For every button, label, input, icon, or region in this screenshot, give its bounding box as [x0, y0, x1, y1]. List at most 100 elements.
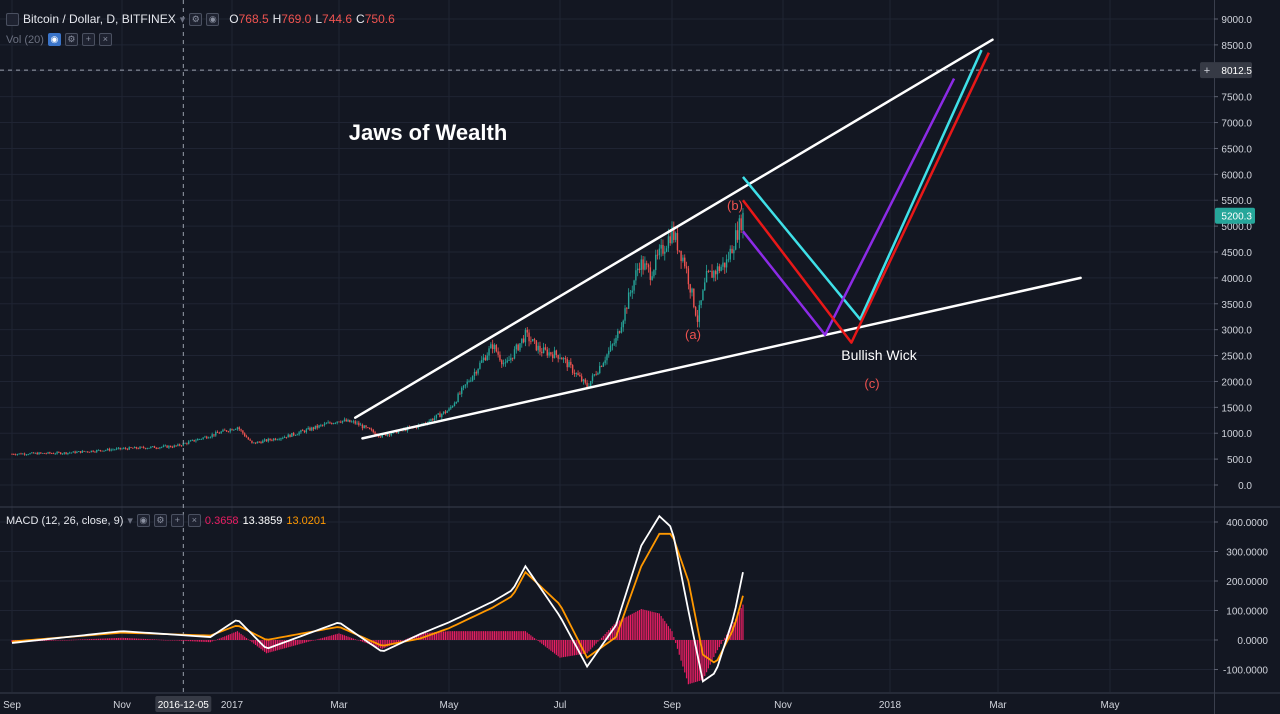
candle-body — [159, 447, 161, 449]
macd-histogram-bar — [570, 640, 572, 656]
chart-annotation-title: Jaws of Wealth — [349, 120, 508, 145]
candle-body — [471, 376, 474, 381]
macd-histogram-bar — [88, 639, 91, 640]
collapse-icon[interactable] — [6, 12, 19, 26]
macd-histogram-bar — [285, 640, 288, 648]
eye-icon[interactable]: ◉ — [136, 514, 150, 527]
price-axis-label: 2000.0 — [1221, 377, 1252, 388]
add-icon[interactable]: + — [170, 514, 184, 527]
candle-body — [151, 446, 154, 448]
candle-body — [251, 440, 253, 443]
close-icon[interactable]: × — [187, 514, 201, 527]
price-axis-label: 2500.0 — [1221, 352, 1252, 363]
macd-histogram-bar — [472, 631, 474, 640]
candle-body — [550, 352, 552, 355]
candle-body — [78, 451, 80, 452]
candle-body — [243, 433, 246, 437]
macd-histogram-bar — [323, 637, 326, 640]
settings-icon[interactable]: ⚙ — [189, 12, 203, 26]
macd-histogram-bar — [510, 631, 512, 640]
macd-histogram-bar — [642, 609, 644, 640]
candle-body — [224, 429, 226, 431]
candle-body — [363, 425, 365, 429]
candle-body — [150, 446, 152, 448]
macd-histogram-bar — [78, 639, 80, 641]
candle-body — [448, 408, 450, 411]
eye-icon[interactable]: ◉ — [47, 33, 61, 46]
candle-body — [716, 266, 719, 275]
candle-body — [79, 451, 82, 453]
candle-body — [123, 448, 125, 449]
macd-histogram-bar — [671, 631, 673, 640]
candle-body — [658, 248, 661, 255]
macd-histogram-bar — [211, 640, 213, 642]
candle-body — [110, 449, 112, 451]
macd-histogram-bar — [470, 631, 472, 640]
candle-body — [169, 445, 172, 448]
add-icon[interactable]: + — [81, 33, 95, 46]
candle-body — [597, 373, 599, 375]
macd-histogram-value: 0.3658 — [204, 514, 239, 527]
macd-histogram-bar — [735, 618, 737, 640]
macd-label[interactable]: MACD (12, 26, close, 9) — [6, 514, 124, 527]
macd-histogram-bar — [253, 640, 255, 644]
macd-histogram-bar — [513, 631, 516, 640]
macd-histogram-bar — [493, 631, 496, 640]
visibility-icon[interactable]: ◉ — [206, 12, 220, 26]
macd-histogram-bar — [215, 640, 217, 641]
candle-body — [626, 308, 628, 309]
macd-histogram-bar — [171, 640, 174, 641]
time-axis-label: Nov — [113, 700, 131, 711]
macd-histogram-bar — [555, 640, 557, 655]
candle-body — [631, 290, 633, 293]
macd-histogram-bar — [90, 639, 92, 640]
candle-body — [647, 264, 650, 268]
macd-histogram-bar — [51, 640, 53, 641]
candle-body — [289, 434, 291, 437]
settings-icon[interactable]: ⚙ — [153, 514, 167, 527]
macd-histogram-bar — [613, 624, 615, 640]
wave-label-b: (b) — [727, 198, 743, 213]
macd-histogram-bar — [619, 620, 621, 640]
macd-histogram-bar — [584, 640, 586, 654]
macd-histogram-bar — [283, 640, 286, 649]
price-axis-label: 6500.0 — [1221, 144, 1252, 155]
price-axis-label: 1500.0 — [1221, 403, 1252, 414]
macd-histogram-bar — [265, 640, 268, 654]
macd-histogram-bar — [687, 640, 689, 685]
symbol-label[interactable]: Bitcoin / Dollar, D, BITFINEX — [23, 12, 176, 26]
macd-histogram-bar — [629, 614, 632, 640]
settings-icon[interactable]: ⚙ — [64, 33, 78, 46]
macd-histogram-bar — [512, 631, 514, 640]
macd-histogram-bar — [444, 631, 446, 640]
time-axis-label: 2017 — [221, 700, 244, 711]
macd-histogram-bar — [664, 621, 666, 640]
macd-signal-line — [11, 532, 744, 664]
projection-purple — [741, 77, 956, 337]
close-icon[interactable]: × — [98, 33, 112, 46]
chevron-down-icon[interactable]: ▾ — [127, 515, 133, 527]
candle-body — [216, 431, 219, 433]
candle-body — [584, 379, 586, 383]
macd-histogram-bar — [561, 640, 563, 658]
candle-body — [83, 450, 85, 452]
candle-body — [368, 427, 371, 430]
candle-body — [521, 338, 523, 344]
macd-histogram-bar — [141, 638, 143, 640]
chevron-down-icon[interactable]: ▾ — [179, 13, 186, 26]
candle-body — [432, 419, 434, 421]
macd-histogram-bar — [58, 640, 60, 641]
candle-body — [58, 452, 60, 453]
candle-body — [725, 259, 728, 268]
candle-body — [278, 439, 280, 441]
candle-body — [691, 288, 693, 293]
macd-histogram-bar — [177, 640, 179, 641]
macd-histogram-bar — [466, 631, 468, 640]
candle-body — [285, 436, 288, 438]
candle-body — [470, 380, 472, 382]
volume-label[interactable]: Vol (20) — [6, 33, 44, 46]
macd-histogram-bar — [307, 640, 309, 642]
candle-body — [287, 434, 289, 438]
macd-histogram-bar — [557, 640, 559, 657]
